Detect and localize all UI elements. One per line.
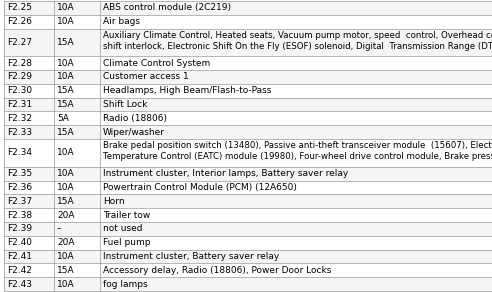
- Text: Radio (18806): Radio (18806): [103, 114, 167, 123]
- Text: Customer access 1: Customer access 1: [103, 72, 189, 81]
- Text: 10A: 10A: [57, 169, 75, 178]
- Text: 15A: 15A: [57, 86, 75, 95]
- Text: F2.32: F2.32: [7, 114, 32, 123]
- Text: 15A: 15A: [57, 38, 75, 47]
- Text: F2.30: F2.30: [7, 86, 32, 95]
- Bar: [4, 194, 492, 208]
- Text: F2.39: F2.39: [7, 224, 32, 233]
- Text: Headlamps, High Beam/Flash-to-Pass: Headlamps, High Beam/Flash-to-Pass: [103, 86, 272, 95]
- Text: Accessory delay, Radio (18806), Power Door Locks: Accessory delay, Radio (18806), Power Do…: [103, 266, 332, 275]
- Text: F2.26: F2.26: [7, 17, 32, 26]
- Text: 10A: 10A: [57, 280, 75, 288]
- Text: Brake pedal position switch (13480), Passive anti-theft transceiver module  (156: Brake pedal position switch (13480), Pas…: [103, 141, 492, 161]
- Bar: [4, 29, 492, 56]
- Text: F2.29: F2.29: [7, 72, 32, 81]
- Bar: [4, 263, 492, 277]
- Text: 20A: 20A: [57, 238, 74, 247]
- Text: 10A: 10A: [57, 4, 75, 12]
- Bar: [4, 180, 492, 194]
- Text: 10A: 10A: [57, 59, 75, 68]
- Bar: [4, 84, 492, 98]
- Bar: [4, 125, 492, 139]
- Bar: [4, 98, 492, 112]
- Text: 15A: 15A: [57, 266, 75, 275]
- Text: F2.37: F2.37: [7, 197, 32, 206]
- Bar: [4, 56, 492, 70]
- Bar: [4, 208, 492, 222]
- Text: ABS control module (2C219): ABS control module (2C219): [103, 4, 231, 12]
- Bar: [4, 250, 492, 263]
- Bar: [4, 277, 492, 291]
- Text: Wiper/washer: Wiper/washer: [103, 128, 165, 137]
- Text: 10A: 10A: [57, 183, 75, 192]
- Text: Trailer tow: Trailer tow: [103, 211, 150, 220]
- Text: F2.34: F2.34: [7, 148, 32, 157]
- Text: F2.25: F2.25: [7, 4, 32, 12]
- Text: 5A: 5A: [57, 114, 69, 123]
- Text: Shift Lock: Shift Lock: [103, 100, 148, 109]
- Text: F2.43: F2.43: [7, 280, 32, 288]
- Text: Horn: Horn: [103, 197, 124, 206]
- Text: –: –: [57, 224, 62, 233]
- Bar: [4, 222, 492, 236]
- Text: 10A: 10A: [57, 148, 75, 157]
- Bar: [4, 70, 492, 84]
- Text: Auxiliary Climate Control, Heated seats, Vacuum pump motor, speed  control, Over: Auxiliary Climate Control, Heated seats,…: [103, 31, 492, 51]
- Text: 15A: 15A: [57, 128, 75, 137]
- Text: not used: not used: [103, 224, 143, 233]
- Text: F2.38: F2.38: [7, 211, 32, 220]
- Text: F2.35: F2.35: [7, 169, 32, 178]
- Text: Air bags: Air bags: [103, 17, 140, 26]
- Text: fog lamps: fog lamps: [103, 280, 148, 288]
- Bar: [4, 1, 492, 15]
- Text: F2.33: F2.33: [7, 128, 32, 137]
- Text: Fuel pump: Fuel pump: [103, 238, 151, 247]
- Bar: [4, 236, 492, 250]
- Text: Climate Control System: Climate Control System: [103, 59, 210, 68]
- Text: 15A: 15A: [57, 100, 75, 109]
- Text: F2.42: F2.42: [7, 266, 32, 275]
- Text: Instrument cluster, Interior lamps, Battery saver relay: Instrument cluster, Interior lamps, Batt…: [103, 169, 348, 178]
- Text: 20A: 20A: [57, 211, 74, 220]
- Bar: [4, 15, 492, 29]
- Text: F2.28: F2.28: [7, 59, 32, 68]
- Text: 10A: 10A: [57, 17, 75, 26]
- Text: F2.40: F2.40: [7, 238, 32, 247]
- Bar: [4, 139, 492, 167]
- Text: 10A: 10A: [57, 72, 75, 81]
- Text: F2.31: F2.31: [7, 100, 32, 109]
- Text: Instrument cluster, Battery saver relay: Instrument cluster, Battery saver relay: [103, 252, 279, 261]
- Text: F2.41: F2.41: [7, 252, 32, 261]
- Text: F2.27: F2.27: [7, 38, 32, 47]
- Bar: [4, 112, 492, 125]
- Text: F2.36: F2.36: [7, 183, 32, 192]
- Text: 15A: 15A: [57, 197, 75, 206]
- Bar: [4, 167, 492, 180]
- Text: 10A: 10A: [57, 252, 75, 261]
- Text: Powertrain Control Module (PCM) (12A650): Powertrain Control Module (PCM) (12A650): [103, 183, 297, 192]
